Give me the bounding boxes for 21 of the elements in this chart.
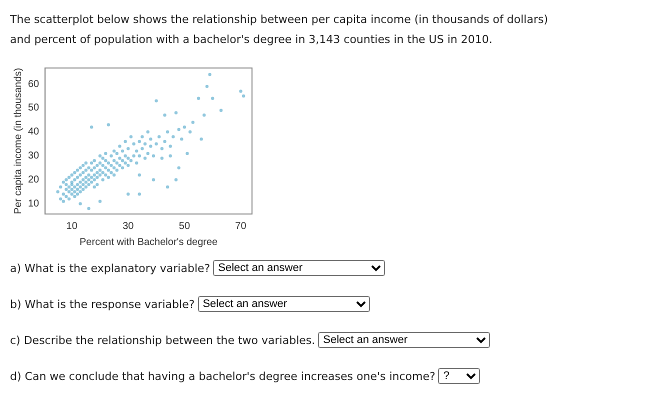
text: b) What is the response variable? bbox=[10, 298, 195, 310]
y-tick-label: 10 bbox=[28, 198, 40, 210]
answer-dropdown: ? bbox=[438, 368, 480, 384]
answer-dropdown: Select an answer bbox=[198, 296, 370, 312]
text: a) What is the explanatory variable? bbox=[10, 262, 210, 274]
x-tick-label: 50 bbox=[178, 220, 190, 232]
y-axis-title: Per capita income (in thousands) bbox=[12, 68, 24, 214]
y-tick-label: 40 bbox=[28, 126, 40, 138]
answer-dropdown: Select an answer bbox=[318, 332, 490, 348]
text: c) Describe the relationship between the two variables. bbox=[10, 334, 316, 346]
y-tick-label: 30 bbox=[28, 150, 40, 162]
text: The scatterplot below shows the relationship between per capita income (in thousands of dollars) and percent of population with a bachelor's degree in 3,143 counties in the US in 2010. bbox=[10, 12, 550, 48]
y-tick-label: 50 bbox=[28, 102, 40, 114]
x-axis-title: Percent with Bachelor's degree bbox=[80, 236, 218, 248]
answer-dropdown: Select an answer bbox=[213, 260, 386, 276]
y-tick-label: 20 bbox=[28, 174, 40, 186]
text: d) Can we conclude that having a bachelor's degree increases one's income? bbox=[10, 370, 436, 382]
y-tick-label: 60 bbox=[28, 78, 40, 90]
x-tick-label: 70 bbox=[235, 220, 247, 232]
x-tick-label: 30 bbox=[122, 220, 134, 232]
x-tick-label: 10 bbox=[66, 220, 78, 232]
